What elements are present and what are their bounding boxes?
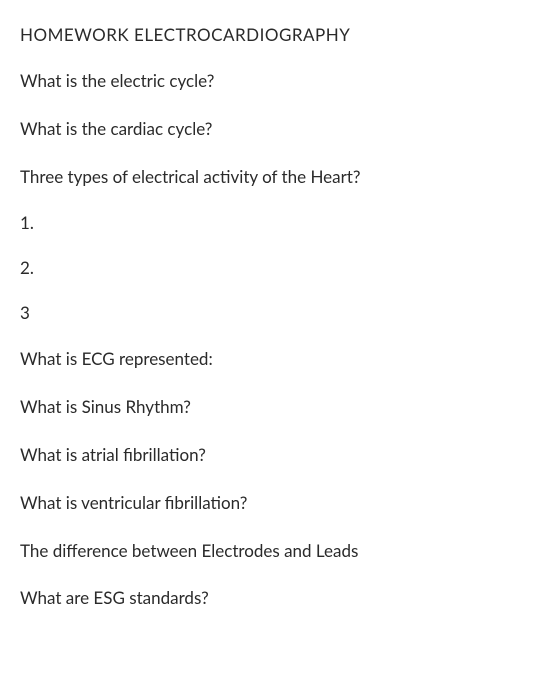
question-electric-cycle: What is the electric cycle?	[20, 69, 515, 93]
question-esg-standards: What are ESG standards?	[20, 586, 515, 610]
question-ventricular-fibrillation: What is ventricular fibrillation?	[20, 491, 515, 515]
list-item-2: 2.	[20, 257, 515, 278]
question-atrial-fibrillation: What is atrial fibrillation?	[20, 443, 515, 467]
list-item-1: 1.	[20, 212, 515, 233]
question-ecg-represented: What is ECG represented:	[20, 347, 515, 371]
document-title: HOMEWORK ELECTROCARDIOGRAPHY	[20, 24, 515, 45]
question-sinus-rhythm: What is Sinus Rhythm?	[20, 395, 515, 419]
list-item-3: 3	[20, 302, 515, 323]
question-electrodes-leads: The difference between Electrodes and Le…	[20, 539, 515, 563]
question-cardiac-cycle: What is the cardiac cycle?	[20, 117, 515, 141]
question-electrical-activity: Three types of electrical activity of th…	[20, 165, 515, 189]
